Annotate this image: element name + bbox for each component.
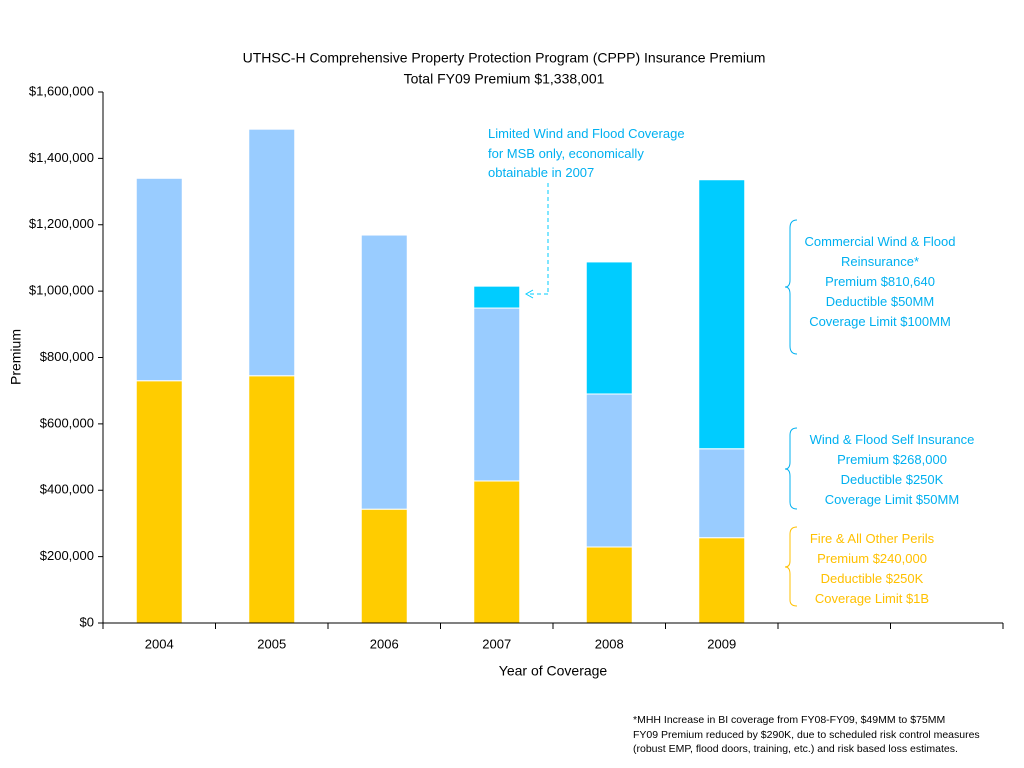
y-tick-label: $1,600,000 <box>29 83 94 98</box>
x-axis-title: Year of Coverage <box>499 663 608 679</box>
series-detail: Deductible $50MM <box>825 294 935 309</box>
bracket <box>784 219 798 355</box>
y-axis-title: Premium <box>8 329 24 385</box>
annotation-line: Limited Wind and Flood Coverage <box>488 126 685 141</box>
series-detail: Coverage Limit $50MM <box>824 492 960 507</box>
bar-segment <box>698 537 746 624</box>
x-tick-label: 2006 <box>370 636 399 651</box>
series-detail: Coverage Limit $100MM <box>809 314 951 329</box>
bar-segment <box>473 480 521 624</box>
bar-segment <box>585 261 633 395</box>
y-tick-label: $1,200,000 <box>29 216 94 231</box>
footnote-line: (robust EMP, flood doors, training, etc.… <box>633 743 958 755</box>
series-detail: Premium $240,000 <box>817 551 927 566</box>
bar-segment <box>248 375 296 624</box>
chart-title: UTHSC-H Comprehensive Property Protectio… <box>243 50 766 66</box>
x-tick-label: 2008 <box>595 636 624 651</box>
y-tick-label: $1,400,000 <box>29 150 94 165</box>
series-name: Wind & Flood Self Insurance <box>809 432 975 447</box>
y-tick-label: $200,000 <box>40 548 94 563</box>
y-tick-label: $1,000,000 <box>29 283 94 298</box>
series-detail: Coverage Limit $1B <box>814 591 930 606</box>
bar-segment <box>473 285 521 309</box>
bar-segment <box>585 393 633 548</box>
series-label: Commercial Wind & Flood Reinsurance* Prem… <box>790 232 970 332</box>
bracket <box>784 427 798 510</box>
y-tick-label: $600,000 <box>40 415 94 430</box>
series-label: Wind & Flood Self Insurance Premium $268,… <box>802 430 982 510</box>
annotation-line: obtainable in 2007 <box>488 165 595 180</box>
series-detail: Deductible $250K <box>820 571 924 586</box>
bar-segment <box>473 307 521 482</box>
annotation-line: for MSB only, economically <box>488 145 644 161</box>
y-tick-label: $800,000 <box>40 349 94 364</box>
footnote-line: FY09 Premium reduced by $290K, due to sc… <box>633 728 980 741</box>
footnote-line: *MHH Increase in BI coverage from FY08-F… <box>633 714 946 726</box>
series-detail: Deductible $250K <box>840 472 944 487</box>
series-name: Commercial Wind & Flood Reinsurance* <box>804 234 956 269</box>
bar-segment <box>585 546 633 624</box>
bar-segment <box>360 508 408 624</box>
x-tick-label: 2005 <box>257 636 286 651</box>
bar-segment <box>248 128 296 377</box>
y-tick-label: $0 <box>80 614 94 629</box>
series-detail: Premium $268,000 <box>837 452 947 467</box>
bracket <box>784 526 798 607</box>
x-tick-label: 2007 <box>482 636 511 651</box>
bar-segment <box>135 380 183 624</box>
bar-segment <box>698 448 746 539</box>
series-name: Fire & All Other Perils <box>809 531 935 546</box>
chart-subtitle: Total FY09 Premium $1,338,001 <box>404 71 605 87</box>
series-detail: Premium $810,640 <box>825 274 935 289</box>
y-tick-label: $400,000 <box>40 482 94 497</box>
series-label: Fire & All Other Perils Premium $240,000 D… <box>782 529 962 609</box>
bar-segment <box>698 179 746 450</box>
annotation-arrow <box>524 289 534 299</box>
x-tick-label: 2009 <box>707 636 736 651</box>
x-tick-label: 2004 <box>145 636 174 651</box>
bar-segment <box>360 234 408 510</box>
bar-segment <box>135 177 183 382</box>
